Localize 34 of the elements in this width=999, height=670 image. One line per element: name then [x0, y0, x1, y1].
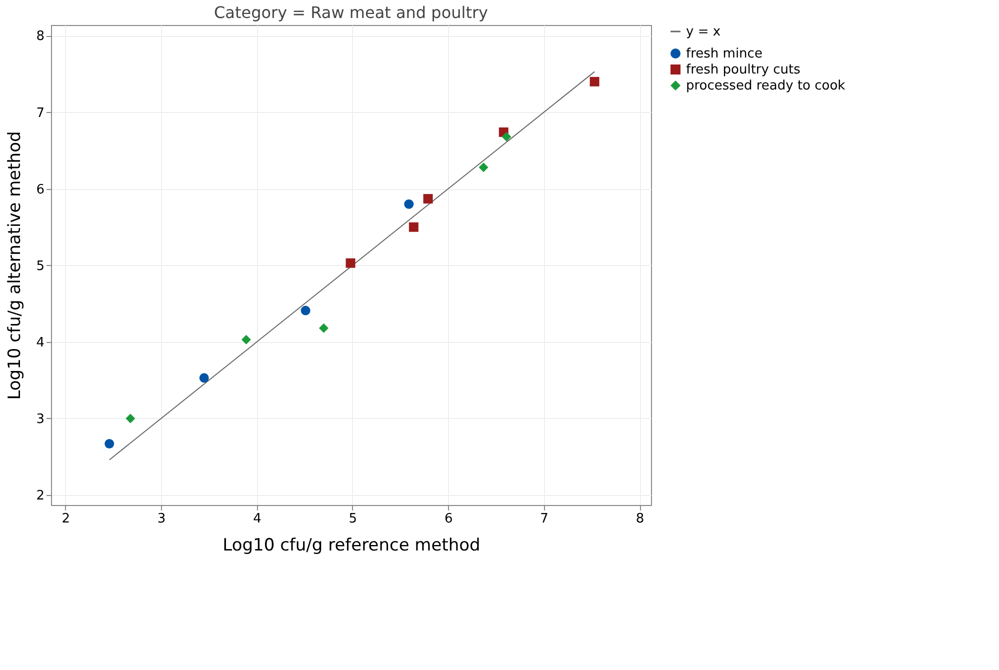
x-tick-label: 8 [636, 512, 644, 526]
point [300, 306, 310, 316]
point [241, 334, 251, 344]
legend-label: fresh mince [686, 46, 762, 62]
point [408, 222, 418, 232]
point [478, 162, 488, 172]
x-tick-label: 3 [157, 512, 166, 526]
legend-label: processed ready to cook [686, 78, 846, 94]
y-tick-label: 4 [36, 335, 44, 350]
y-tick-label: 3 [36, 412, 44, 427]
y-tick-label: 8 [36, 29, 44, 44]
point [404, 199, 414, 209]
y-tick-label: 6 [36, 182, 44, 198]
point [126, 414, 136, 424]
y-tick-label: 5 [36, 258, 44, 274]
chart-title: Category = Raw meat and poultry [214, 3, 488, 22]
x-tick-label: 5 [348, 512, 358, 526]
y-axis-title: Log10 cfu/g alternative method [5, 131, 26, 400]
point [346, 258, 356, 268]
x-axis-title: Log10 cfu/g reference method [222, 536, 480, 556]
x-tick-label: 4 [253, 512, 262, 526]
point [318, 323, 328, 333]
point [590, 76, 600, 86]
point [423, 194, 433, 204]
legend-label: y = x [686, 24, 721, 40]
x-tick-label: 2 [62, 512, 70, 526]
y-tick-label: 7 [36, 106, 44, 121]
x-tick-label: 6 [444, 512, 453, 526]
legend-label: fresh poultry cuts [686, 62, 801, 78]
point [502, 132, 512, 142]
x-tick-label: 7 [540, 512, 548, 526]
point [199, 373, 209, 383]
point [104, 439, 114, 448]
y-tick-label: 2 [36, 488, 44, 504]
